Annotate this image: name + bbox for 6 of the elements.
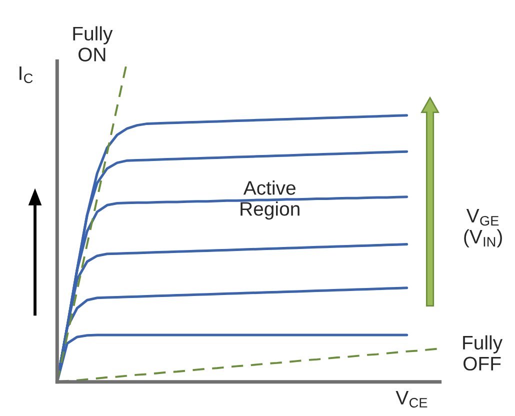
y-axis-title: I$_{C}$ [20, 66, 33, 84]
text: Fully OFF [463, 335, 503, 371]
annotation: Fully ON [73, 26, 113, 62]
text: V$_{GE}$ (V$_{IN}$) [464, 209, 502, 248]
x-axis-title: V$_{CE}$ [396, 390, 428, 408]
annotation: Active Region [240, 180, 300, 220]
